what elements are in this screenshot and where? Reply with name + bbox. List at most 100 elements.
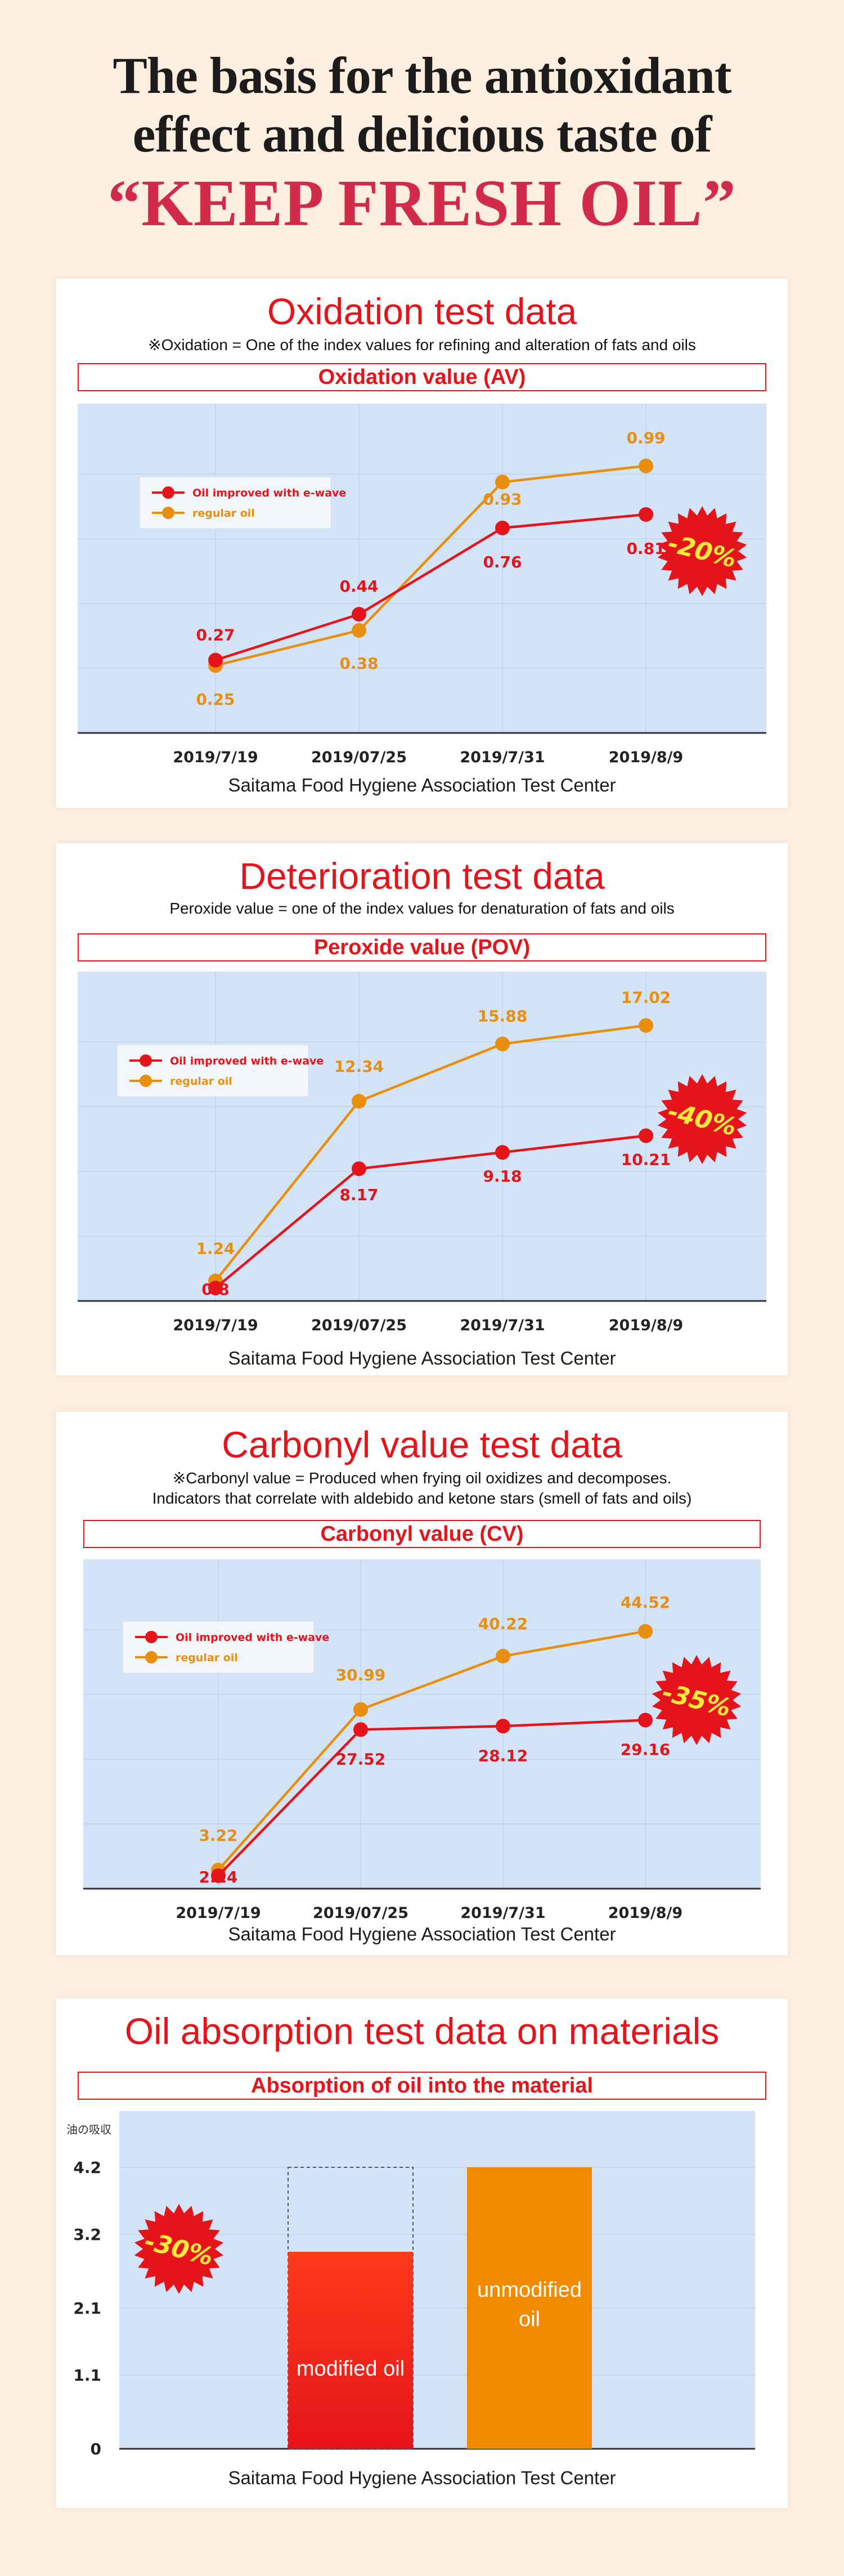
- carbonyl-point-improved: [211, 1868, 226, 1883]
- carbonyl-title: Carbonyl value test data: [222, 1424, 622, 1465]
- carbonyl-label-regular: 44.52: [621, 1593, 671, 1612]
- deterioration-badge: -40%: [657, 1074, 747, 1164]
- oxidation-x-tick: 2019/8/9: [609, 749, 683, 766]
- absorption-bar-label-unmodified-line1: unmodified: [477, 2278, 582, 2302]
- absorption-y-tick: 1.1: [73, 2366, 101, 2385]
- deterioration-point-improved: [352, 1161, 366, 1177]
- deterioration-note: Peroxide value = one of the index values…: [169, 900, 675, 917]
- oxidation-note: ※Oxidation = One of the index values for…: [148, 336, 696, 354]
- oxidation-card: Oxidation test data ※Oxidation = One of …: [56, 279, 788, 808]
- hero-line-1: The basis for the antioxidant: [113, 47, 731, 104]
- carbonyl-point-improved: [638, 1712, 653, 1728]
- oxidation-title: Oxidation test data: [267, 290, 577, 332]
- deterioration-chart: 2019/7/19 2019/07/25 2019/7/31 2019/8/9 0.8 8…: [78, 972, 766, 1334]
- carbonyl-point-regular: [638, 1624, 653, 1639]
- carbonyl-box: Carbonyl value (CV): [83, 1520, 761, 1548]
- oxidation-legend-label: regular oil: [192, 507, 255, 520]
- hero-heading: The basis for the antioxidant effect and…: [0, 0, 844, 265]
- oxidation-label-improved: 0.81: [626, 539, 665, 558]
- deterioration-point-regular: [639, 1018, 653, 1033]
- oxidation-plot-area: [78, 404, 766, 733]
- deterioration-point-improved: [495, 1145, 510, 1160]
- oxidation-label-regular: 0.38: [339, 654, 378, 673]
- deterioration-point-improved: [208, 1281, 223, 1295]
- oxidation-label-improved: 0.44: [339, 577, 378, 596]
- carbonyl-label-regular: 40.22: [478, 1615, 528, 1633]
- deterioration-label-improved: 10.21: [621, 1150, 671, 1169]
- oxidation-line-regular: [215, 464, 647, 667]
- carbonyl-point-regular: [496, 1649, 510, 1664]
- carbonyl-legend-swatch-dot: [145, 1631, 158, 1643]
- carbonyl-note-1: ※Carbonyl value = Produced when frying o…: [172, 1469, 672, 1487]
- oxidation-legend: Oil improved with e-wave regular oil: [139, 476, 346, 529]
- carbonyl-point-improved: [496, 1719, 510, 1734]
- deterioration-card: Deterioration test data Peroxide value =…: [56, 843, 788, 1375]
- deterioration-point-regular: [495, 1036, 510, 1052]
- carbonyl-point-improved: [353, 1722, 368, 1737]
- carbonyl-legend: Oil improved with e-wave regular oil: [122, 1621, 329, 1674]
- absorption-bar-label-modified: modified oil: [297, 2357, 405, 2381]
- absorption-title: Oil absorption test data on materials: [124, 2010, 720, 2052]
- oxidation-point-regular: [495, 475, 510, 490]
- carbonyl-legend-swatch-dot: [145, 1651, 158, 1663]
- absorption-plot-area: [119, 2111, 755, 2449]
- hero-line-2: effect and delicious taste of: [132, 105, 712, 163]
- carbonyl-note-2: Indicators that correlate with aldebido …: [152, 1490, 692, 1507]
- absorption-chart: 油の吸収 0 1.1 2.1 3.2 4.2 modified oil unmodified o…: [66, 2111, 755, 2458]
- carbonyl-x-tick: 2019/7/19: [176, 1904, 261, 1922]
- oxidation-label-regular: 0.25: [196, 690, 235, 709]
- absorption-source: Saitama Food Hygiene Association Test Ce…: [228, 2467, 616, 2488]
- carbonyl-label-improved: 28.12: [478, 1746, 528, 1765]
- absorption-y-label: 油の吸収: [66, 2123, 111, 2136]
- deterioration-x-tick: 2019/8/9: [609, 1317, 683, 1334]
- deterioration-x-tick: 2019/7/19: [173, 1317, 258, 1334]
- deterioration-legend-box: [116, 1044, 309, 1097]
- oxidation-badge: -20%: [657, 506, 747, 596]
- deterioration-x-tick: 2019/7/31: [460, 1317, 545, 1334]
- hero-line-3: “KEEP FRESH OIL”: [107, 166, 737, 240]
- absorption-bar-modified: [288, 2252, 413, 2449]
- absorption-bar-unmodified: [467, 2167, 592, 2449]
- oxidation-label-improved: 0.76: [483, 553, 522, 571]
- absorption-bar-label-unmodified-line2: oil: [519, 2307, 540, 2331]
- oxidation-label-regular: 0.93: [483, 490, 522, 508]
- absorption-badge-starburst: [134, 2204, 224, 2294]
- absorption-y-tick: 0: [91, 2440, 101, 2458]
- deterioration-legend-swatch-dot: [140, 1054, 152, 1067]
- deterioration-legend: Oil improved with e-wave regular oil: [116, 1044, 324, 1097]
- carbonyl-x-tick: 2019/7/31: [460, 1904, 545, 1922]
- deterioration-x-tick: 2019/07/25: [311, 1317, 407, 1334]
- oxidation-point-improved: [495, 520, 510, 535]
- deterioration-label-improved: 9.18: [483, 1167, 522, 1186]
- oxidation-x-tick: 2019/7/19: [173, 749, 258, 766]
- oxidation-legend-swatch-dot: [162, 486, 174, 499]
- absorption-badge: -30%: [134, 2204, 224, 2294]
- deterioration-point-improved: [639, 1128, 653, 1143]
- oxidation-label-improved: 0.27: [196, 626, 235, 645]
- deterioration-label-regular: 17.02: [621, 989, 671, 1007]
- oxidation-source: Saitama Food Hygiene Association Test Ce…: [228, 775, 616, 795]
- oxidation-x-tick: 2019/07/25: [311, 749, 407, 766]
- oxidation-legend-box: [139, 476, 331, 529]
- carbonyl-source: Saitama Food Hygiene Association Test Ce…: [228, 1924, 616, 1944]
- oxidation-badge-starburst: [657, 506, 747, 596]
- carbonyl-label-improved: 29.16: [621, 1741, 671, 1759]
- carbonyl-label-improved: 27.52: [336, 1750, 386, 1768]
- deterioration-line-improved: [214, 1134, 647, 1289]
- oxidation-box: Oxidation value (AV): [78, 363, 766, 391]
- deterioration-label-regular: 1.24: [196, 1239, 235, 1258]
- carbonyl-label-improved: 2.24: [199, 1868, 237, 1886]
- absorption-y-tick: 3.2: [73, 2225, 101, 2244]
- deterioration-badge-starburst: [657, 1074, 747, 1164]
- oxidation-x-tick: 2019/7/31: [460, 749, 545, 766]
- deterioration-source: Saitama Food Hygiene Association Test Ce…: [228, 1348, 616, 1368]
- carbonyl-x-tick: 2019/07/25: [313, 1904, 408, 1922]
- carbonyl-line-improved: [217, 1719, 646, 1877]
- oxidation-line-improved: [215, 513, 647, 661]
- deterioration-box: Peroxide value (POV): [78, 933, 766, 961]
- carbonyl-card: Carbonyl value test data ※Carbonyl value…: [56, 1412, 788, 1955]
- carbonyl-label-regular: 30.99: [336, 1666, 386, 1684]
- absorption-card: Oil absorption test data on materials Ab…: [56, 1998, 788, 2508]
- oxidation-legend-swatch-dot: [162, 507, 174, 519]
- carbonyl-badge-starburst: [652, 1655, 742, 1745]
